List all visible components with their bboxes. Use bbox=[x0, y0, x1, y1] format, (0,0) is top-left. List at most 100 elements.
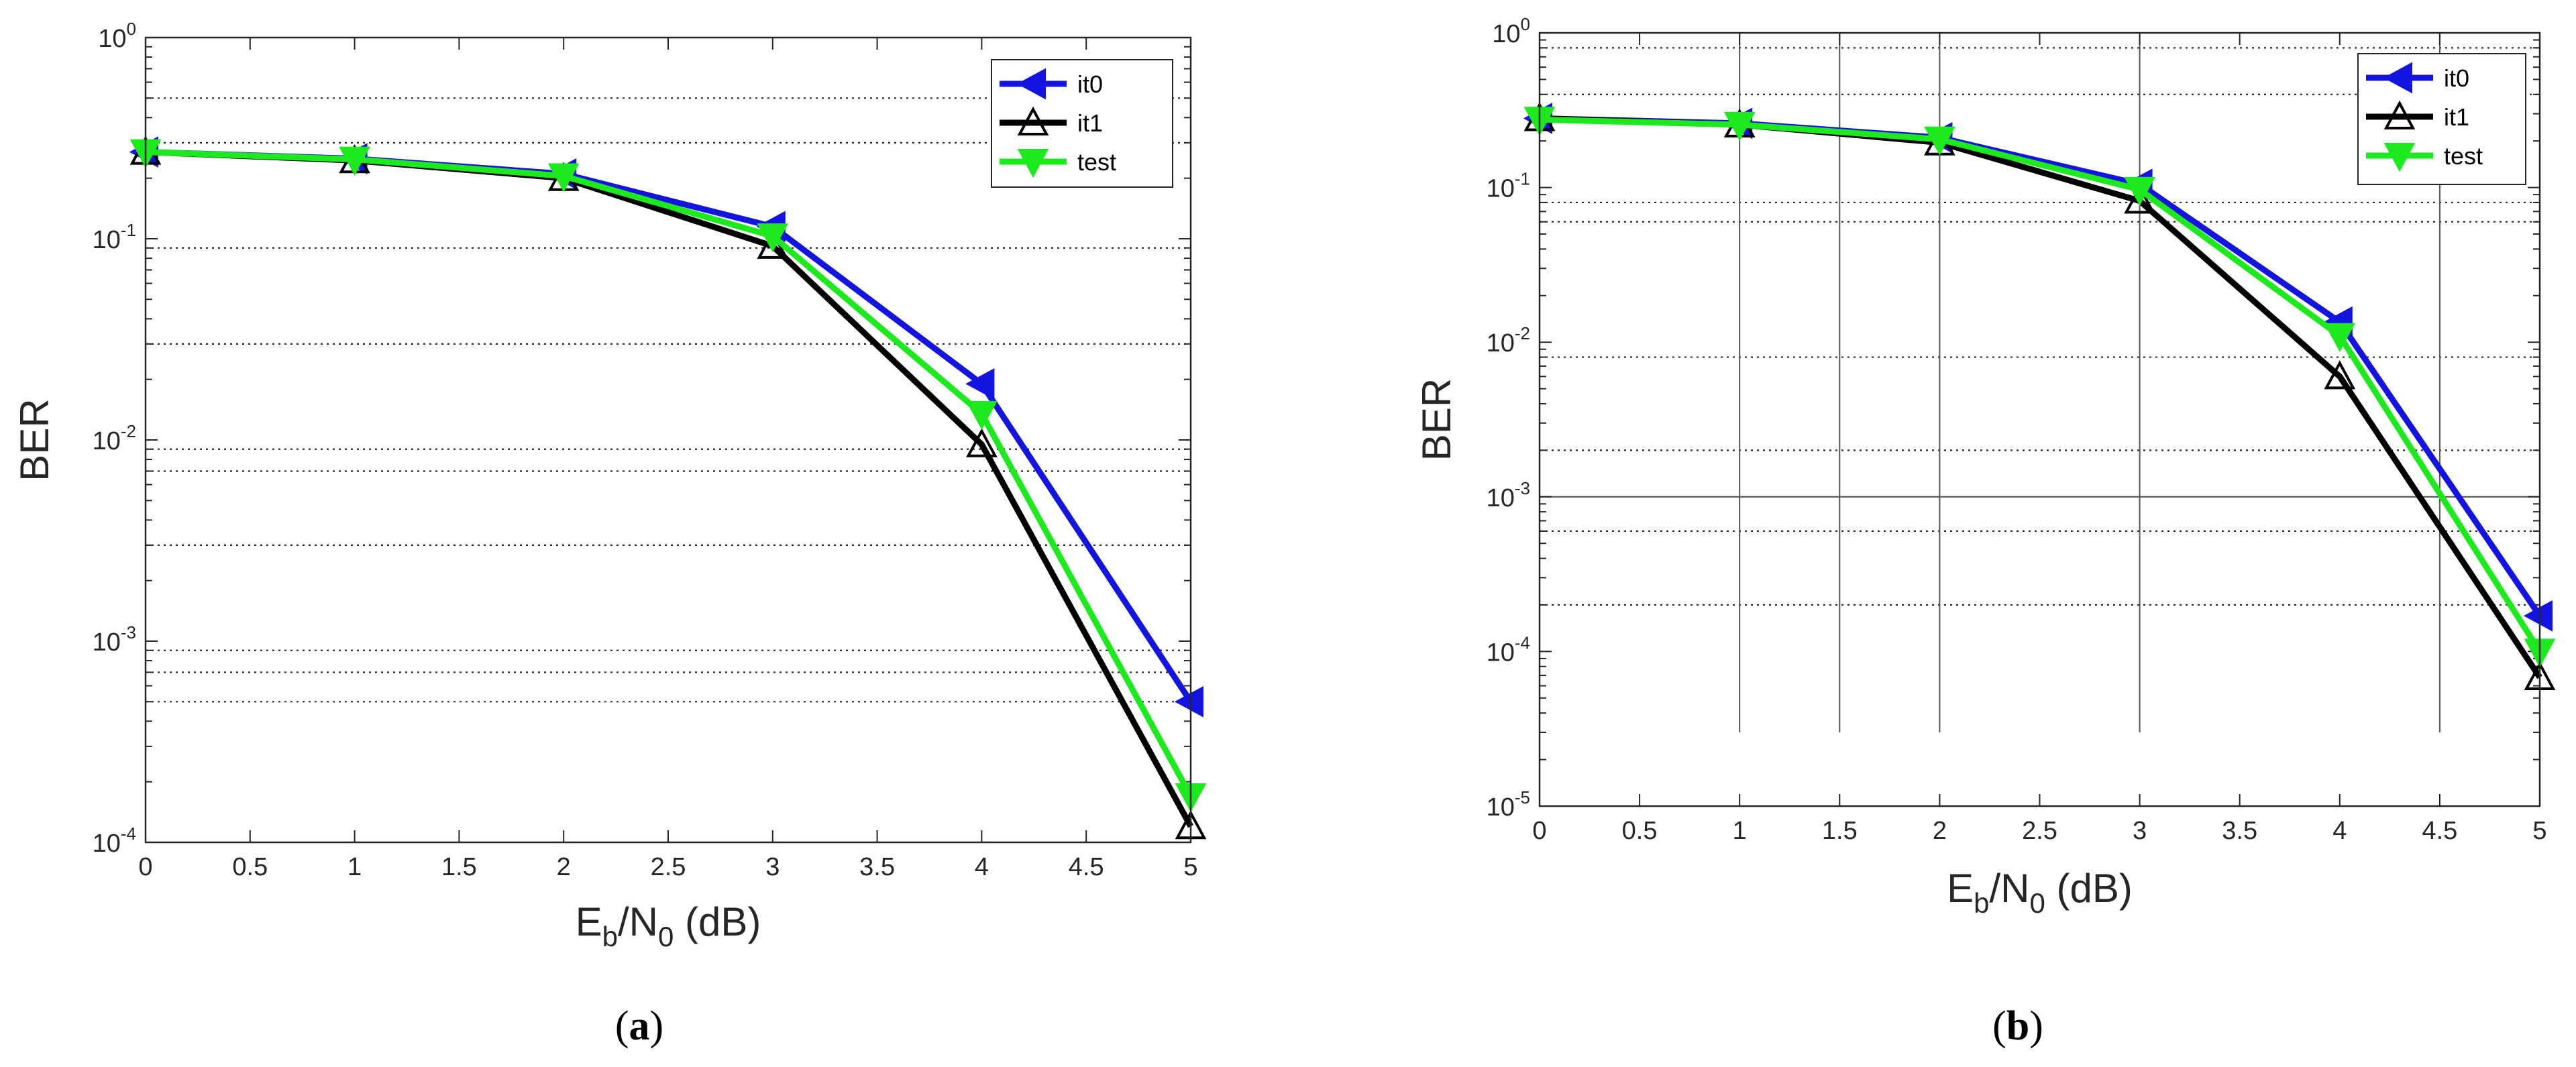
x-axis-label: Eb/N0 (dB) bbox=[576, 899, 761, 952]
x-tick-label: 4 bbox=[2332, 817, 2347, 845]
legend-label-it0: it0 bbox=[2444, 64, 2469, 92]
legend-label-it0: it0 bbox=[1077, 70, 1103, 98]
y-tick-label: 10-2 bbox=[1487, 323, 1530, 357]
x-axis-label-part: (dB) bbox=[674, 899, 761, 944]
x-tick-label: 4.5 bbox=[2422, 817, 2457, 845]
data-point-test bbox=[2124, 176, 2155, 206]
legend-marker-test bbox=[2383, 143, 2416, 172]
y-tick-exponent: 0 bbox=[1521, 14, 1530, 34]
x-axis-label-part: /N bbox=[618, 899, 658, 944]
legend-marker-it1 bbox=[1017, 106, 1049, 135]
y-tick-base: 10 bbox=[93, 226, 121, 254]
y-tick-label: 10-1 bbox=[93, 220, 136, 254]
series-line-test bbox=[145, 149, 1193, 798]
x-tick-label: 4 bbox=[975, 853, 989, 881]
y-tick-exponent: -3 bbox=[121, 622, 136, 642]
y-tick-label: 10-4 bbox=[93, 824, 136, 858]
x-tick-label: 1 bbox=[1733, 817, 1747, 845]
y-tick-label: 10-3 bbox=[93, 622, 136, 657]
legend-label-it1: it1 bbox=[1077, 109, 1103, 137]
y-tick-base: 10 bbox=[1487, 175, 1515, 203]
y-tick-base: 10 bbox=[93, 628, 121, 657]
y-tick-exponent: -1 bbox=[121, 220, 136, 240]
x-tick-label: 1 bbox=[347, 853, 362, 881]
x-tick-label: 3.5 bbox=[2222, 817, 2257, 845]
x-axis-label-part: (dB) bbox=[2045, 866, 2133, 911]
x-tick-label: 2 bbox=[1933, 817, 1947, 845]
x-tick-label: 5 bbox=[2532, 817, 2546, 845]
y-tick-exponent: -4 bbox=[121, 824, 136, 844]
x-axis-label-subscript: b bbox=[602, 921, 618, 952]
legend-label-test: test bbox=[2444, 142, 2483, 170]
data-point-test bbox=[757, 223, 789, 253]
y-tick-label: 10-3 bbox=[1487, 478, 1530, 512]
data-point-test bbox=[1924, 126, 1955, 156]
data-point-it0 bbox=[2523, 600, 2553, 632]
legend-label-it1: it1 bbox=[2444, 103, 2469, 131]
caption-paren: ( bbox=[1992, 1003, 2006, 1049]
y-tick-exponent: -3 bbox=[1515, 478, 1530, 498]
x-tick-label: 0 bbox=[138, 853, 152, 881]
y-tick-exponent: -2 bbox=[121, 421, 136, 441]
y-tick-base: 10 bbox=[1487, 329, 1515, 357]
panel-caption: (a) bbox=[615, 1003, 663, 1049]
y-tick-label: 10-2 bbox=[93, 421, 136, 455]
caption-paren: ) bbox=[2029, 1003, 2043, 1049]
data-point-test bbox=[339, 146, 370, 176]
legend-marker-test bbox=[1017, 149, 1049, 178]
legend-marker-it1 bbox=[2383, 100, 2416, 129]
y-tick-label: 10-5 bbox=[1487, 787, 1530, 822]
y-tick-base: 10 bbox=[93, 427, 121, 455]
x-tick-label: 3.5 bbox=[859, 853, 895, 881]
caption-letter: b bbox=[2006, 1003, 2029, 1049]
x-tick-label: 2.5 bbox=[2022, 817, 2057, 845]
x-tick-label: 5 bbox=[1183, 853, 1197, 881]
x-axis-label: Eb/N0 (dB) bbox=[1947, 866, 2133, 919]
data-point-test bbox=[1723, 111, 1756, 142]
legend-marker-it0 bbox=[1016, 68, 1046, 100]
axes-box bbox=[144, 36, 1192, 844]
data-point-it0 bbox=[965, 368, 995, 400]
y-tick-exponent: -4 bbox=[1515, 632, 1530, 653]
x-tick-label: 1.5 bbox=[441, 853, 477, 881]
x-tick-label: 4.5 bbox=[1069, 853, 1104, 881]
y-tick-exponent: -5 bbox=[1515, 787, 1530, 807]
x-axis-label-subscript: 0 bbox=[2030, 887, 2045, 919]
x-axis-label-part: E bbox=[1947, 866, 1974, 911]
x-tick-label: 3 bbox=[765, 853, 780, 881]
x-tick-label: 0.5 bbox=[232, 853, 268, 881]
x-tick-label: 0 bbox=[1532, 817, 1546, 845]
panel-caption: (b) bbox=[1992, 1003, 2043, 1049]
x-axis-label-subscript: b bbox=[1974, 887, 1989, 919]
axes-box bbox=[1538, 32, 2541, 807]
y-tick-exponent: -1 bbox=[1515, 169, 1530, 189]
y-tick-base: 10 bbox=[1487, 484, 1515, 512]
data-point-it1 bbox=[2124, 184, 2155, 214]
data-point-it1 bbox=[2324, 360, 2356, 390]
y-tick-base: 10 bbox=[1487, 638, 1515, 667]
data-point-it0 bbox=[1174, 685, 1203, 718]
y-tick-base: 10 bbox=[93, 830, 121, 858]
data-point-it1 bbox=[966, 428, 998, 457]
data-point-test bbox=[547, 163, 580, 192]
x-axis-label-part: E bbox=[576, 899, 602, 944]
series-line-test bbox=[1539, 116, 2542, 653]
caption-paren: ( bbox=[615, 1003, 629, 1049]
x-tick-label: 3 bbox=[2133, 817, 2147, 845]
x-axis-label-part: /N bbox=[1990, 866, 2030, 911]
legend-label-test: test bbox=[1077, 148, 1116, 176]
y-tick-base: 10 bbox=[1487, 793, 1515, 822]
y-tick-exponent: 0 bbox=[127, 19, 136, 39]
legend-marker-it0 bbox=[2383, 62, 2412, 94]
y-axis-label: BER bbox=[12, 398, 57, 481]
y-axis-label: BER bbox=[1414, 378, 1459, 461]
data-point-test bbox=[966, 400, 998, 431]
x-tick-label: 0.5 bbox=[1622, 817, 1658, 845]
y-tick-label: 100 bbox=[1492, 14, 1530, 48]
x-tick-label: 2 bbox=[557, 853, 571, 881]
x-tick-label: 1.5 bbox=[1822, 817, 1858, 845]
y-tick-label: 10-1 bbox=[1487, 169, 1530, 203]
